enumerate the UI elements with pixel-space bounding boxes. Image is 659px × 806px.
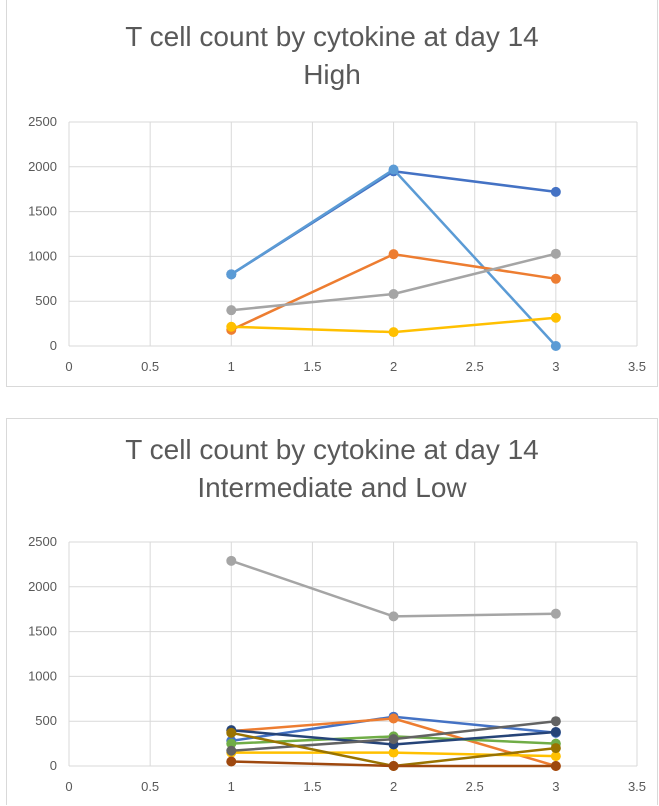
x-tick-label: 1.5 [303, 359, 321, 374]
chart-title-line1: T cell count by cytokine at day 14 [125, 21, 539, 52]
y-tick-label: 1500 [28, 204, 57, 219]
y-tick-label: 2000 [28, 159, 57, 174]
x-tick-label: 2.5 [466, 779, 484, 794]
data-point [550, 726, 561, 737]
data-point [550, 248, 561, 259]
y-tick-label: 2500 [28, 534, 57, 549]
chart-title: T cell count by cytokine at day 14 High [7, 18, 657, 94]
x-tick-label: 2 [390, 779, 397, 794]
series-5 [226, 312, 561, 338]
data-point [226, 269, 237, 280]
data-point [388, 747, 399, 758]
data-point [388, 611, 399, 622]
x-tick-label: 1.5 [303, 779, 321, 794]
x-tick-label: 0 [65, 779, 72, 794]
data-point [550, 751, 561, 762]
data-point [226, 727, 237, 738]
data-point [226, 745, 237, 756]
data-point [550, 743, 561, 754]
data-point [550, 608, 561, 619]
y-tick-label: 2000 [28, 579, 57, 594]
chart-panel-intermediate-low: T cell count by cytokine at day 14 Inter… [6, 418, 658, 805]
data-point [388, 734, 399, 745]
series-1 [226, 555, 561, 622]
data-point [550, 186, 561, 197]
y-tick-label: 1000 [28, 248, 57, 263]
x-tick-label: 0 [65, 359, 72, 374]
series-2 [226, 164, 561, 351]
chart-subtitle: Intermediate and Low [197, 472, 467, 503]
chart-title-line1: T cell count by cytokine at day 14 [125, 434, 539, 465]
data-point [226, 738, 237, 749]
data-point [550, 312, 561, 323]
line-chart-high: 0 500 1000 1500 2000 2500 0 0.5 1 1.5 2 2.5 3 3.5 [28, 114, 646, 374]
x-tick-label: 3.5 [628, 779, 646, 794]
x-tick-label: 1 [228, 779, 235, 794]
data-point [550, 716, 561, 727]
x-tick-label: 3 [552, 359, 559, 374]
y-tick-label: 500 [35, 293, 57, 308]
data-point [550, 273, 561, 284]
y-tick-label: 2500 [28, 114, 57, 129]
chart-panel-high: T cell count by cytokine at day 14 High … [6, 0, 658, 387]
x-tick-label: 1 [228, 359, 235, 374]
series-7 [226, 716, 561, 756]
data-point [388, 713, 399, 724]
data-point [388, 289, 399, 300]
data-point [226, 756, 237, 767]
data-point [388, 327, 399, 338]
x-tick-label: 3.5 [628, 359, 646, 374]
x-tick-label: 2 [390, 359, 397, 374]
series-9 [226, 756, 561, 771]
y-tick-label: 0 [50, 758, 57, 773]
y-tick-label: 1500 [28, 624, 57, 639]
y-tick-label: 0 [50, 338, 57, 353]
y-tick-label: 500 [35, 713, 57, 728]
y-tick-label: 1000 [28, 668, 57, 683]
x-tick-label: 3 [552, 779, 559, 794]
data-point [226, 305, 237, 316]
x-tick-label: 0.5 [141, 359, 159, 374]
chart-subtitle: High [303, 59, 361, 90]
series-4 [226, 248, 561, 316]
x-tick-label: 2.5 [466, 359, 484, 374]
data-point [388, 164, 399, 175]
data-point [550, 761, 561, 771]
data-point [550, 341, 561, 351]
data-point [226, 321, 237, 332]
line-chart-intermediate-low: 0 500 1000 1500 2000 2500 0 0.5 1 1.5 2 2.5 3 3.5 [28, 534, 646, 794]
data-point [388, 761, 399, 771]
data-point [388, 249, 399, 260]
data-point [226, 555, 237, 566]
x-tick-label: 0.5 [141, 779, 159, 794]
chart-title: T cell count by cytokine at day 14 Inter… [7, 431, 657, 507]
